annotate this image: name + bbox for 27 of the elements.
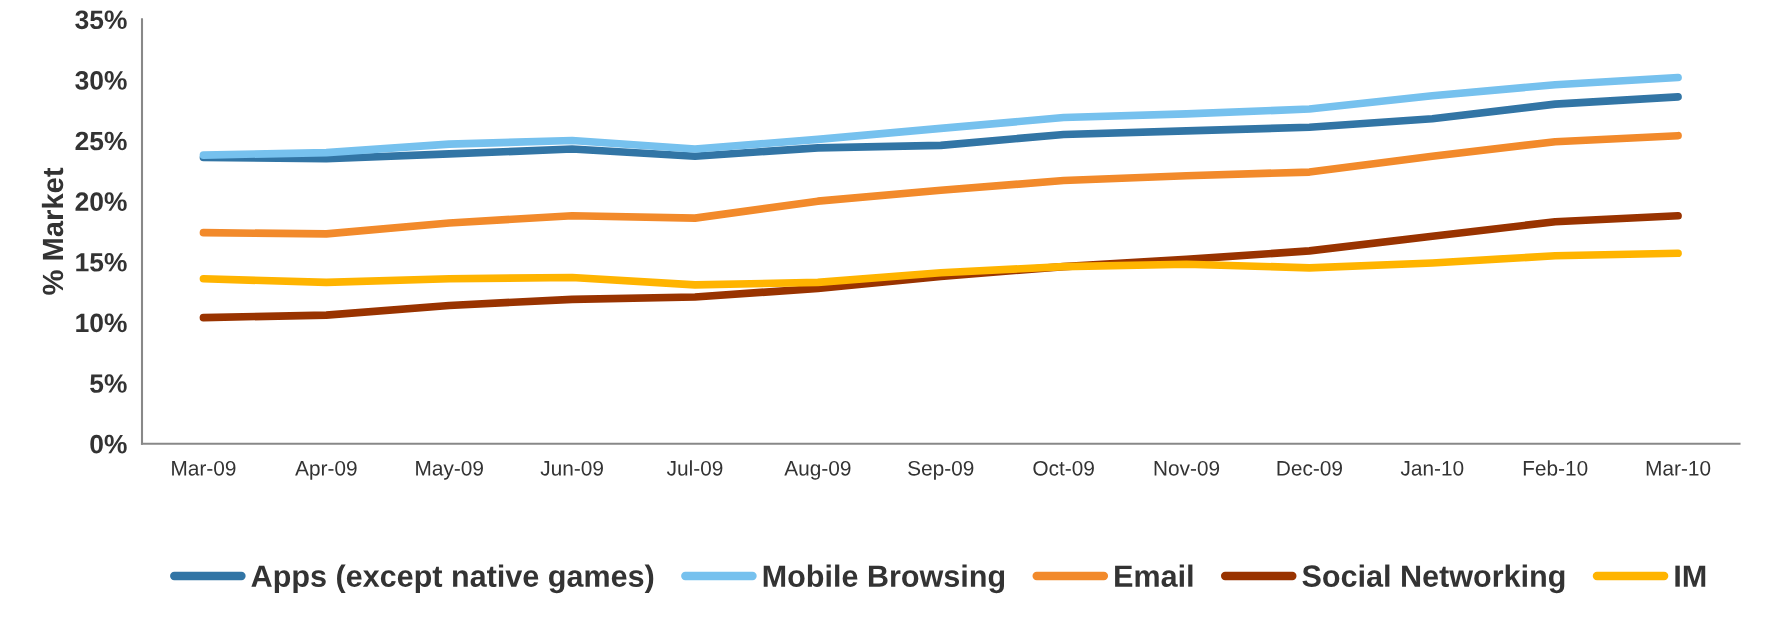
y-tick-label: 10% [76, 313, 127, 333]
x-tick-label: Sep-09 [908, 460, 974, 480]
y-tick-label: 20% [75, 192, 127, 211]
x-tick-label: Oct-09 [1033, 460, 1094, 476]
legend-label: IM [1675, 565, 1706, 587]
y-tick-label: 25% [75, 131, 127, 151]
y-tick-label: 35% [75, 10, 127, 30]
x-tick-label: Apr-09 [295, 460, 357, 480]
x-tick-label: Mar-10 [1646, 460, 1711, 476]
y-tick-label: 30% [75, 71, 127, 90]
x-tick-label: Jun-09 [540, 460, 603, 476]
y-tick-label: 0% [90, 434, 127, 454]
x-tick-label: May-09 [416, 460, 483, 480]
x-tick-label: Mar-09 [172, 460, 236, 476]
legend-label: Social Networking [1302, 564, 1565, 594]
y-tick-label: 5% [90, 374, 127, 393]
y-axis-title: % Market [41, 167, 64, 295]
x-tick-label: Feb-10 [1523, 460, 1588, 476]
x-tick-label: Dec-09 [1277, 460, 1342, 476]
x-tick-label: Nov-09 [1154, 460, 1220, 476]
x-tick-label: Jan-10 [1400, 460, 1464, 476]
x-tick-label: Jul-09 [666, 460, 723, 476]
y-tick-label: 15% [76, 252, 127, 272]
legend-label: Mobile Browsing [763, 564, 1005, 594]
legend-label: Apps (except native games) [251, 564, 654, 594]
legend-label: Email [1115, 564, 1193, 587]
x-tick-label: Aug-09 [784, 460, 851, 480]
